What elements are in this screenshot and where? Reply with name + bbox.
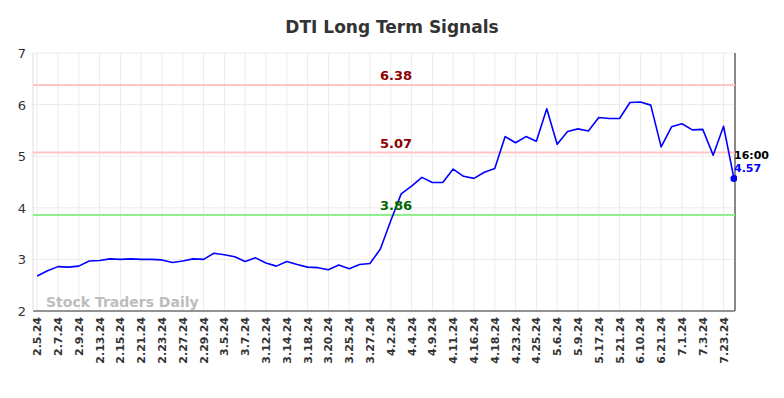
reference-label: 6.38 — [380, 68, 412, 83]
x-axis — [33, 311, 735, 312]
grid-line — [141, 53, 142, 311]
last-time-label: 16:00 — [734, 149, 769, 162]
x-tick-label: 5.9.24 — [572, 317, 585, 356]
grid-line — [473, 53, 474, 311]
grid-line — [286, 53, 287, 311]
y-tick-label: 5 — [18, 149, 26, 164]
x-tick-label: 2.9.24 — [73, 317, 86, 356]
grid-line — [681, 53, 682, 311]
reference-label: 3.86 — [380, 198, 412, 213]
x-tick-label: 2.7.24 — [52, 317, 65, 356]
grid-line — [494, 53, 495, 311]
grid-line — [265, 53, 266, 311]
reference-line — [33, 214, 735, 216]
grid-line — [307, 53, 308, 311]
line — [37, 102, 734, 276]
grid-line — [78, 53, 79, 311]
grid-line — [161, 53, 162, 311]
x-tick-label: 3.7.24 — [239, 317, 252, 356]
x-tick-label: 4.11.24 — [447, 317, 460, 364]
y-axis — [33, 53, 34, 311]
grid-line — [557, 53, 558, 311]
grid-line — [577, 53, 578, 311]
grid-line — [619, 53, 620, 311]
x-tick-label: 7.23.24 — [718, 317, 731, 364]
last-value-label: 4.57 — [734, 162, 761, 175]
plot-area — [33, 85, 737, 276]
x-tick-label: 4.4.24 — [406, 317, 419, 356]
grid-line — [390, 53, 391, 311]
grid-line — [33, 156, 735, 157]
grid-line — [328, 53, 329, 311]
grid-line — [661, 53, 662, 311]
x-tick-label: 2.23.24 — [156, 317, 169, 364]
x-tick-label: 4.25.24 — [530, 317, 543, 364]
x-tick-label: 5.6.24 — [551, 317, 564, 356]
x-tick-label: 3.25.24 — [343, 317, 356, 364]
x-tick-label: 7.1.24 — [676, 317, 689, 356]
x-tick-label: 4.16.24 — [468, 317, 481, 364]
x-tick-label: 3.27.24 — [364, 317, 377, 364]
x-tick-label: 4.18.24 — [489, 317, 502, 364]
x-tick-label: 2.21.24 — [135, 317, 148, 364]
x-tick-label: 6.10.24 — [634, 317, 647, 364]
last-point — [730, 175, 737, 182]
reference-label: 5.07 — [380, 136, 412, 151]
x-tick-label: 3.5.24 — [218, 317, 231, 356]
grid-line — [245, 53, 246, 311]
grid-line — [33, 311, 735, 312]
grid-line — [598, 53, 599, 311]
x-tick-label: 5.21.24 — [614, 317, 627, 364]
grid-line — [120, 53, 121, 311]
y-tick-label: 6 — [18, 98, 26, 113]
x-tick-label: 4.2.24 — [385, 317, 398, 356]
x-tick-label: 3.18.24 — [302, 317, 315, 364]
y-tick-label: 7 — [18, 46, 26, 61]
chart: DTI Long Term Signals 2 3 4 5 6 7 2.5.24 2.7.24 2… — [0, 0, 784, 398]
x-tick-label: 2.27.24 — [177, 317, 190, 364]
x-tick-label: 7.3.24 — [697, 317, 710, 356]
y-tick-label: 4 — [18, 201, 26, 216]
grid-line — [99, 53, 100, 311]
grid-line — [203, 53, 204, 311]
x-tick-label: 2.29.24 — [198, 317, 211, 364]
grid-line — [536, 53, 537, 311]
grid-line — [515, 53, 516, 311]
grid-line — [37, 53, 38, 311]
grid-line — [453, 53, 454, 311]
x-tick-label: 2.15.24 — [114, 317, 127, 364]
x-tick-label: 2.13.24 — [94, 317, 107, 364]
y-tick-label: 3 — [18, 252, 26, 267]
x-tick-label: 3.20.24 — [322, 317, 335, 364]
title: DTI Long Term Signals — [285, 17, 498, 37]
grid-line — [57, 53, 58, 311]
x-tick-label: 4.23.24 — [510, 317, 523, 364]
grid-line — [723, 53, 724, 311]
end-line — [734, 53, 736, 311]
grid-line — [33, 53, 735, 54]
reference-line — [33, 84, 735, 86]
y-tick-label: 2 — [18, 304, 26, 319]
reference-line — [33, 152, 735, 154]
grid-line — [369, 53, 370, 311]
x-tick-label: 5.17.24 — [593, 317, 606, 364]
x-tick-label: 4.9.24 — [426, 317, 439, 356]
grid-line — [411, 53, 412, 311]
grid-line — [349, 53, 350, 311]
x-tick-label: 2.5.24 — [31, 317, 44, 356]
grid-line — [640, 53, 641, 311]
x-tick-label: 6.21.24 — [655, 317, 668, 364]
x-tick-label: 3.12.24 — [260, 317, 273, 364]
grid-line — [224, 53, 225, 311]
grid-line — [182, 53, 183, 311]
watermark: Stock Traders Daily — [46, 294, 199, 310]
grid-line — [702, 53, 703, 311]
x-tick-label: 3.14.24 — [281, 317, 294, 364]
